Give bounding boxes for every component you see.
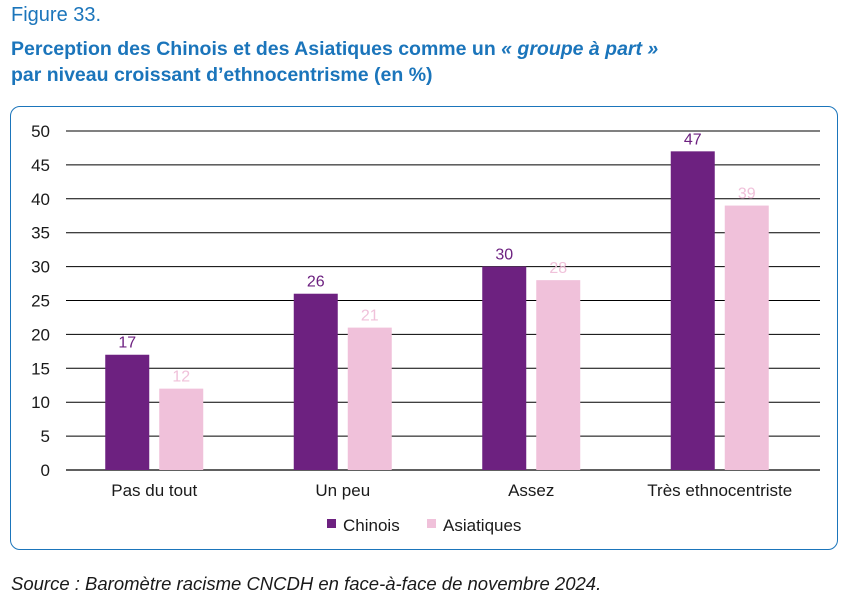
data-label: 47 [684,131,702,148]
x-tick-label: Un peu [315,481,370,500]
legend-label-chinois: Chinois [343,516,400,535]
data-label: 39 [738,186,756,203]
y-axis-ticks: 0 5 10 15 20 25 30 35 40 45 50 [31,122,50,480]
chart-title-part1: Perception des Chinois et des Asiatiques… [11,38,502,60]
data-label: 21 [361,308,379,325]
chart-frame [10,106,838,550]
x-axis-labels: Pas du tout Un peu Assez Très ethnocentrist… [111,481,792,500]
bar-chinois [105,354,150,470]
x-tick-label: Assez [508,481,554,500]
y-tick-label: 5 [41,427,50,446]
chart-title: Perception des Chinois et des Asiatiques… [11,36,841,88]
data-label: 17 [118,335,136,352]
y-tick-label: 30 [31,258,50,277]
legend: Chinois Asiatiques [327,516,521,535]
figure-label: Figure 33. [11,4,102,26]
data-labels: 17 12 26 21 30 28 47 39 [118,131,755,385]
x-tick-label: Pas du tout [111,481,197,500]
chart-title-emphasis: « groupe à part » [501,38,659,60]
y-tick-label: 45 [31,156,50,175]
y-tick-label: 0 [41,461,50,480]
bar-chinois [293,293,338,470]
bar-asiatiques [159,388,204,470]
y-tick-label: 15 [31,359,50,378]
x-tick-label: Très ethnocentriste [647,481,792,500]
bars [105,151,769,470]
y-tick-label: 20 [31,325,50,344]
chart-title-part2: par niveau croissant d’ethnocentrisme (e… [11,64,433,86]
y-tick-label: 50 [31,122,50,141]
source-note: Source : Baromètre racisme CNCDH en face… [11,573,602,594]
legend-swatch-asiatiques [427,519,436,528]
legend-swatch-chinois [327,519,336,528]
legend-label-asiatiques: Asiatiques [443,516,521,535]
data-label: 30 [495,247,513,264]
data-label: 26 [307,274,325,291]
y-tick-label: 35 [31,224,50,243]
bar-chinois [482,266,527,470]
y-tick-label: 10 [31,393,50,412]
data-label: 12 [172,369,190,386]
bar-asiatiques [536,280,581,470]
y-tick-label: 40 [31,190,50,209]
bar-asiatiques [724,205,769,470]
data-label: 28 [549,260,567,277]
y-tick-label: 25 [31,292,50,311]
bar-chinois [670,151,715,470]
bar-asiatiques [347,327,392,470]
